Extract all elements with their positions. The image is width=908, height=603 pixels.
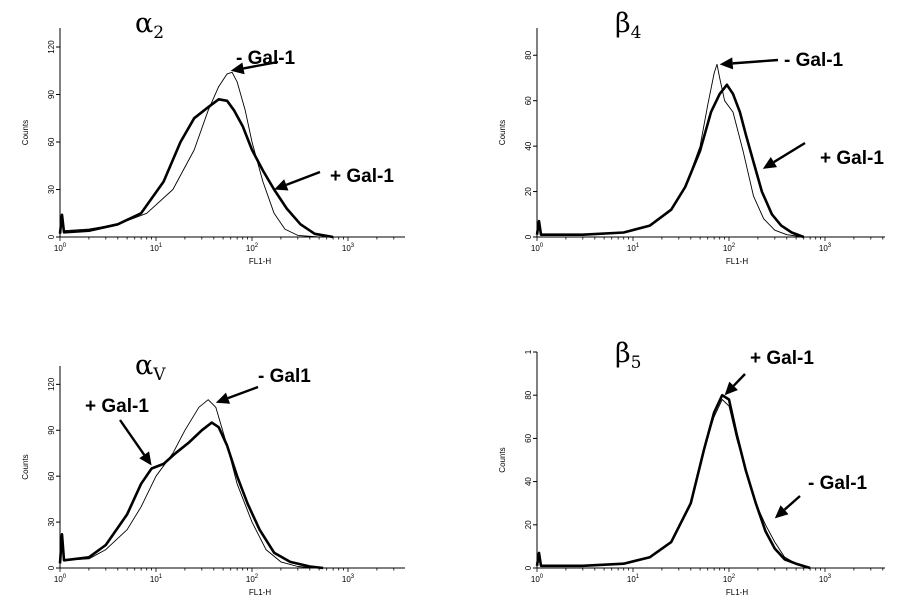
annotation-arrowhead bbox=[724, 381, 738, 396]
y-tick-label: 20 bbox=[524, 187, 533, 196]
annotation-arrowhead bbox=[774, 505, 789, 519]
annotation-label: + Gal-1 bbox=[750, 348, 814, 369]
annotation-label: - Gal1 bbox=[258, 366, 311, 387]
x-tick-label: 100 bbox=[531, 574, 544, 584]
x-axis-label: FL1-H bbox=[249, 257, 271, 266]
y-tick-label: 30 bbox=[47, 185, 56, 194]
y-tick-label: 30 bbox=[47, 517, 56, 526]
y-tick-label: 120 bbox=[47, 40, 56, 54]
x-axis-label: FL1-H bbox=[249, 588, 271, 597]
x-tick-label: 102 bbox=[246, 574, 259, 584]
y-tick-label: 0 bbox=[524, 234, 533, 239]
chart-title: β4 bbox=[615, 8, 641, 43]
x-tick-label: 102 bbox=[723, 243, 736, 253]
x-axis-label: FL1-H bbox=[726, 257, 748, 266]
y-tick-label: 60 bbox=[47, 471, 56, 480]
chart-panel: 0 20 40 60 80 100 101 102 103 FL1-H Counts β4 - Gal-… bbox=[498, 8, 885, 266]
series-line-thin bbox=[59, 399, 315, 569]
y-tick-label: 90 bbox=[47, 90, 56, 99]
annotation-arrow bbox=[285, 170, 321, 186]
x-tick-label: 103 bbox=[819, 574, 832, 584]
annotation-arrowhead bbox=[274, 179, 289, 191]
annotation-label: - Gal-1 bbox=[784, 50, 844, 71]
x-axis-label: FL1-H bbox=[726, 588, 748, 597]
y-tick-label: 40 bbox=[524, 477, 533, 486]
x-tick-label: 100 bbox=[54, 574, 67, 584]
annotation-arrow bbox=[227, 385, 259, 400]
y-tick-label: 0 bbox=[524, 565, 533, 570]
y-tick-label: 90 bbox=[47, 425, 56, 434]
annotation-label: + Gal-1 bbox=[85, 396, 149, 417]
y-tick-label: 40 bbox=[524, 141, 533, 150]
y-axis-label: Counts bbox=[21, 454, 30, 479]
annotation-arrow bbox=[732, 58, 779, 65]
series-line-thick bbox=[535, 83, 805, 239]
y-tick-label: 0 bbox=[47, 234, 56, 239]
x-tick-label: 103 bbox=[342, 243, 355, 253]
chart-title: α2 bbox=[135, 8, 164, 43]
y-tick-label: 20 bbox=[524, 520, 533, 529]
annotation-label: - Gal-1 bbox=[236, 48, 296, 69]
series-line-thin bbox=[536, 399, 811, 569]
annotation-arrowhead bbox=[139, 451, 152, 466]
y-tick-label: 60 bbox=[47, 137, 56, 146]
annotation-label: + Gal-1 bbox=[820, 148, 884, 169]
x-tick-label: 100 bbox=[531, 243, 544, 253]
x-tick-label: 101 bbox=[627, 243, 640, 253]
annotation-arrowhead bbox=[230, 62, 245, 75]
chart-title: αV bbox=[135, 350, 166, 385]
y-tick-label: 60 bbox=[524, 96, 533, 105]
y-tick-label: 0 bbox=[47, 565, 56, 570]
x-tick-label: 103 bbox=[819, 243, 832, 253]
chart-panel: 0 20 40 60 80 1 100 101 102 103 FL1-H Counts β5 + Gal… bbox=[498, 338, 885, 597]
annotation-label: - Gal-1 bbox=[808, 473, 868, 494]
annotation-arrowhead bbox=[215, 392, 231, 404]
series-line-thick bbox=[535, 393, 811, 570]
x-tick-label: 101 bbox=[150, 243, 163, 253]
series-line-thick bbox=[58, 98, 334, 239]
chart-panel: 0 30 60 90 120 100 101 102 103 FL1-H Counts αV - Gal… bbox=[21, 350, 405, 597]
y-tick-label: 80 bbox=[524, 390, 533, 399]
series-line-thick bbox=[58, 421, 324, 570]
x-tick-label: 102 bbox=[246, 243, 259, 253]
y-tick-label: 80 bbox=[524, 50, 533, 59]
y-axis-label: Counts bbox=[21, 120, 30, 145]
x-tick-label: 103 bbox=[342, 574, 355, 584]
x-tick-label: 100 bbox=[54, 243, 67, 253]
x-tick-label: 101 bbox=[150, 574, 163, 584]
y-tick-label: 60 bbox=[524, 433, 533, 442]
y-tick-label: 120 bbox=[47, 377, 56, 391]
y-axis-label: Counts bbox=[498, 120, 507, 145]
annotation-arrow bbox=[773, 141, 806, 164]
annotation-label: + Gal-1 bbox=[330, 166, 394, 187]
annotation-arrow bbox=[783, 495, 801, 511]
chart-title: β5 bbox=[615, 338, 641, 373]
annotation-arrowhead bbox=[719, 57, 734, 70]
annotation-arrowhead bbox=[762, 156, 778, 169]
x-tick-label: 102 bbox=[723, 574, 736, 584]
x-tick-label: 101 bbox=[627, 574, 640, 584]
y-tick-label: 1 bbox=[524, 349, 533, 354]
chart-panel: 0 30 60 90 120 100 101 102 103 FL1-H Counts α2 - Gal… bbox=[21, 8, 405, 266]
annotation-arrow bbox=[243, 60, 279, 70]
series-line-thin bbox=[59, 71, 320, 238]
annotation-arrow bbox=[119, 419, 146, 456]
y-axis-label: Counts bbox=[498, 447, 507, 472]
annotation-arrow bbox=[732, 373, 746, 387]
